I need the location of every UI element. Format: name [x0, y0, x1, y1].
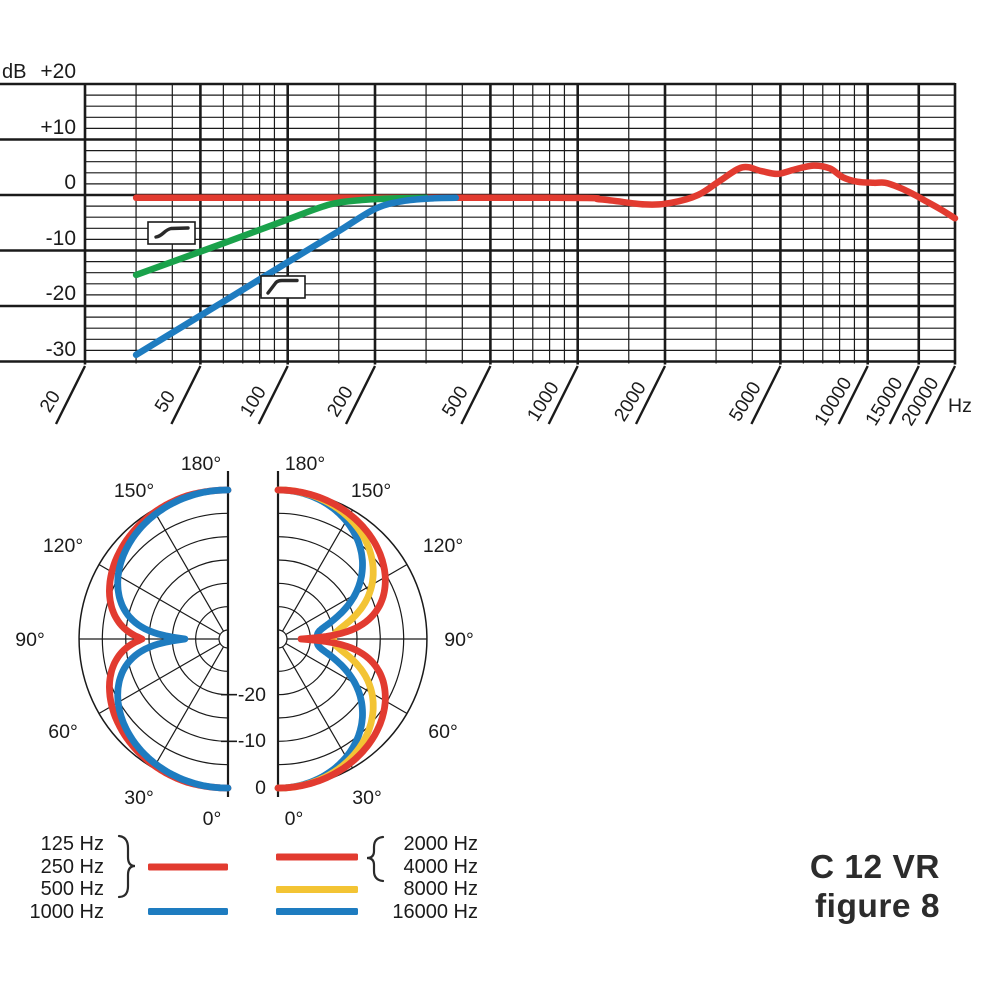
radial-label--10: -10 — [237, 729, 266, 752]
legend-swatch-16k-blue — [276, 908, 358, 915]
legend-left-column: 125 Hz 250 Hz 500 Hz 1000 Hz — [24, 833, 105, 923]
y-tick-label--10: -10 — [45, 227, 76, 250]
polar-curve-right-red — [274, 486, 389, 792]
y-tick-label-+20: +20 — [40, 60, 76, 83]
angle-label-right-60°: 60° — [428, 720, 458, 743]
freq-tick-slash — [634, 365, 667, 425]
legend-swatch-2k-4k-red — [276, 853, 358, 861]
angle-label-left-60°: 60° — [48, 720, 78, 743]
angle-label-right-150°: 150° — [350, 479, 392, 502]
y-tick-label--30: -30 — [45, 338, 76, 361]
legend-label-1000Hz: 1000 Hz — [29, 900, 105, 923]
freq-tick-slash — [547, 365, 579, 425]
polar-hole-right — [277, 629, 288, 649]
freq-tick-slash — [54, 365, 87, 425]
legend-label-125Hz: 125 Hz — [40, 833, 104, 855]
freq-tick-slash — [170, 365, 202, 425]
polar-spoke-left-30 — [152, 646, 225, 769]
radial-label--20: -20 — [237, 683, 266, 706]
bass-cut-steep-filter-icon — [266, 278, 299, 295]
y-tick-label-+10: +10 — [40, 116, 76, 139]
bass-cut-gentle-filter-icon-box — [147, 221, 196, 245]
radial-label-0: 0 — [255, 776, 266, 799]
polar-spoke-left-150 — [152, 509, 225, 632]
polar-hole-left — [218, 629, 229, 649]
hz-axis-unit-label: Hz — [948, 394, 972, 417]
y-tick-label-0: 0 — [64, 171, 76, 194]
angle-label-left-150°: 150° — [113, 479, 155, 502]
polar-spoke-right-150 — [281, 509, 354, 632]
response-curve-blue — [132, 194, 460, 359]
pattern-name: figure 8 — [815, 888, 940, 925]
legend-right-column: 2000 Hz 4000 Hz 8000 Hz 16000 Hz — [366, 833, 478, 923]
angle-label-left-90°: 90° — [15, 628, 45, 651]
legend-swatch-low-freq-red — [148, 863, 228, 871]
response-curve-green — [132, 194, 430, 279]
legend-label-8000Hz: 8000 Hz — [403, 878, 479, 900]
freq-tick-slash — [837, 365, 869, 425]
db-axis-unit-label: dB — [2, 60, 27, 83]
angle-label-right-90°: 90° — [444, 628, 474, 651]
legend-label-2000Hz: 2000 Hz — [403, 833, 479, 855]
freq-tick-slash — [257, 365, 289, 425]
legend-brace-left-group — [117, 834, 136, 899]
legend-label-250Hz: 250 Hz — [40, 855, 104, 878]
legend-label-16000Hz: 16000 Hz — [392, 900, 478, 923]
polar-spoke-right-30 — [281, 646, 354, 769]
angle-label-right-0°: 0° — [284, 807, 304, 830]
legend-swatch-1000hz-blue — [148, 908, 228, 915]
legend-label-4000Hz: 4000 Hz — [403, 855, 479, 878]
y-tick-label--20: -20 — [45, 282, 76, 305]
freq-tick-slash — [924, 365, 957, 425]
bass-cut-gentle-filter-icon — [154, 226, 190, 239]
angle-label-right-180°: 180° — [284, 452, 326, 475]
polar-curve-left-blue — [114, 486, 232, 792]
freq-tick-slash — [460, 365, 492, 425]
angle-label-left-0°: 0° — [202, 807, 222, 830]
angle-label-left-180°: 180° — [180, 452, 222, 475]
freq-tick-slash — [344, 365, 377, 425]
freq-tick-slash — [888, 365, 920, 425]
angle-label-right-120°: 120° — [422, 534, 464, 557]
angle-label-left-30°: 30° — [124, 786, 154, 809]
legend-label-500Hz: 500 Hz — [40, 878, 104, 900]
angle-label-right-30°: 30° — [352, 786, 382, 809]
angle-label-left-120°: 120° — [42, 534, 84, 557]
legend-brace-right-group — [366, 835, 385, 883]
legend-swatch-8k-yellow — [276, 886, 358, 893]
freq-tick-slash — [750, 365, 782, 425]
figure-title: C 12 VR figure 8 — [620, 848, 940, 926]
model-name: C 12 VR — [809, 849, 940, 886]
response-curve-red — [132, 162, 959, 222]
